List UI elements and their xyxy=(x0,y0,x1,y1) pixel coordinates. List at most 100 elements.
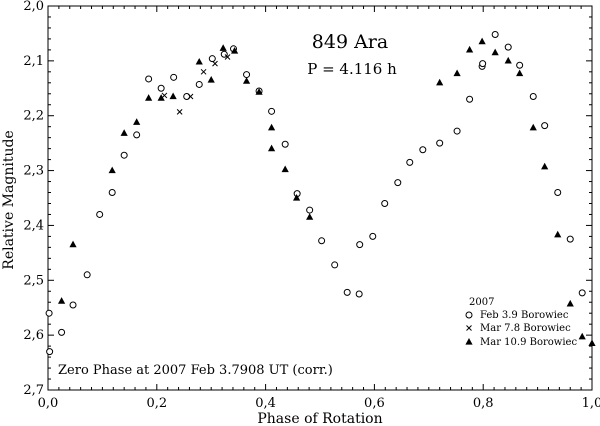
data-point-circle xyxy=(479,60,487,68)
data-point-circle xyxy=(243,71,251,79)
data-point-circle xyxy=(381,199,389,207)
data-point-circle xyxy=(419,146,427,154)
data-point-circle xyxy=(318,237,326,245)
data-point-circle xyxy=(45,309,53,317)
data-point-circle xyxy=(69,301,77,309)
data-point-circle xyxy=(436,139,444,147)
data-point-circle xyxy=(157,84,165,92)
y-tick-label: 2,5 xyxy=(23,273,44,288)
data-point-circle xyxy=(406,158,414,166)
legend-marker-cross xyxy=(466,325,472,331)
data-point-cross xyxy=(161,92,168,99)
data-point-cross xyxy=(176,109,183,115)
data-point-triangle xyxy=(504,56,512,64)
data-point-triangle xyxy=(207,76,215,83)
data-point-triangle xyxy=(491,48,499,56)
data-point-triangle xyxy=(242,77,251,84)
data-point-circle xyxy=(343,288,351,296)
data-point-triangle xyxy=(453,69,461,77)
legend-entry: Feb 3.9 Borowiec xyxy=(480,310,569,321)
y-tick-label: 2,3 xyxy=(23,164,44,179)
data-point-circle xyxy=(331,261,339,269)
x-tick-label: 0,4 xyxy=(255,396,276,411)
series-triangle xyxy=(58,37,596,346)
data-point-circle xyxy=(183,93,191,101)
data-point-circle xyxy=(195,80,203,88)
data-point-circle xyxy=(133,131,141,139)
data-point-triangle xyxy=(293,194,301,201)
data-point-circle xyxy=(208,55,216,63)
data-point-circle xyxy=(578,289,586,297)
data-point-triangle xyxy=(195,57,203,65)
data-point-triangle xyxy=(157,94,165,101)
data-point-triangle xyxy=(578,332,586,340)
data-point-circle xyxy=(369,232,377,240)
axes: 0,0 0,2 0,4 0,6 0,8 1,0 2,0 2,1 2,2 2,3 2,4 2,5 2,6 2… xyxy=(23,0,600,411)
y-tick-label: 2,7 xyxy=(23,383,44,398)
data-point-circle xyxy=(516,61,524,69)
data-point-circle xyxy=(108,189,116,197)
data-point-circle xyxy=(83,271,91,279)
data-point-cross xyxy=(212,60,218,67)
x-tick-label: 0,8 xyxy=(473,396,494,411)
y-tick-label: 2,4 xyxy=(23,218,44,233)
data-point-cross xyxy=(224,54,231,60)
data-point-circle xyxy=(554,189,562,197)
data-point-triangle xyxy=(588,339,596,346)
data-point-triangle xyxy=(108,166,116,174)
legend-entry: Mar 10.9 Borowiec xyxy=(480,337,577,348)
data-point-triangle xyxy=(133,118,141,125)
data-point-circle xyxy=(394,179,402,187)
data-point-circle xyxy=(504,43,512,51)
y-tick-label: 2,6 xyxy=(23,328,44,343)
data-point-circle xyxy=(355,290,363,298)
x-tick-label: 0,2 xyxy=(146,396,167,411)
legend-entry: Mar 7.8 Borowiec xyxy=(480,323,571,334)
series-circle xyxy=(45,31,586,356)
x-tick-label: 1,0 xyxy=(582,396,600,411)
data-point-triangle xyxy=(478,37,486,45)
x-tick-label: 0,0 xyxy=(38,396,59,411)
data-point-triangle xyxy=(541,162,549,170)
data-point-circle xyxy=(281,140,289,148)
data-point-circle xyxy=(145,75,153,83)
data-point-circle xyxy=(566,235,574,243)
data-point-triangle xyxy=(516,69,524,77)
data-point-cross xyxy=(200,68,207,75)
y-axis-label: Relative Magnitude xyxy=(1,130,17,269)
data-point-triangle xyxy=(306,213,314,220)
data-point-triangle xyxy=(436,78,444,86)
data-point-triangle xyxy=(145,94,153,101)
y-tick-label: 2,1 xyxy=(23,54,44,69)
data-point-circle xyxy=(96,210,104,218)
data-point-cross xyxy=(187,93,194,100)
data-point-triangle xyxy=(219,44,227,51)
data-point-triangle xyxy=(267,123,276,131)
data-point-triangle xyxy=(255,88,263,95)
data-point-circle xyxy=(491,31,499,39)
data-point-circle xyxy=(306,206,314,214)
data-point-triangle xyxy=(267,144,276,152)
data-point-circle xyxy=(529,93,537,101)
chart-title: 849 Ara xyxy=(312,31,388,53)
legend-marker-circle xyxy=(465,311,473,319)
data-point-circle xyxy=(46,348,54,356)
data-point-circle xyxy=(170,73,178,81)
legend: 2007 Feb 3.9 Borowiec Mar 7.8 Borowiec Mar… xyxy=(465,297,577,348)
y-tick-label: 2,0 xyxy=(23,0,44,14)
data-point-triangle xyxy=(58,297,66,304)
data-point-triangle xyxy=(69,240,77,248)
data-point-circle xyxy=(268,107,276,115)
data-point-circle xyxy=(58,328,66,336)
data-point-circle xyxy=(120,151,128,159)
data-point-triangle xyxy=(120,129,128,136)
data-point-circle xyxy=(541,122,549,130)
data-point-triangle xyxy=(281,165,289,173)
x-axis-label: Phase of Rotation xyxy=(257,411,382,426)
zero-phase-annotation: Zero Phase at 2007 Feb 3.7908 UT (corr.) xyxy=(58,363,333,378)
data-point-circle xyxy=(356,241,364,249)
data-point-triangle xyxy=(554,230,562,238)
x-tick-label: 0,6 xyxy=(364,396,385,411)
data-point-triangle xyxy=(169,92,177,100)
